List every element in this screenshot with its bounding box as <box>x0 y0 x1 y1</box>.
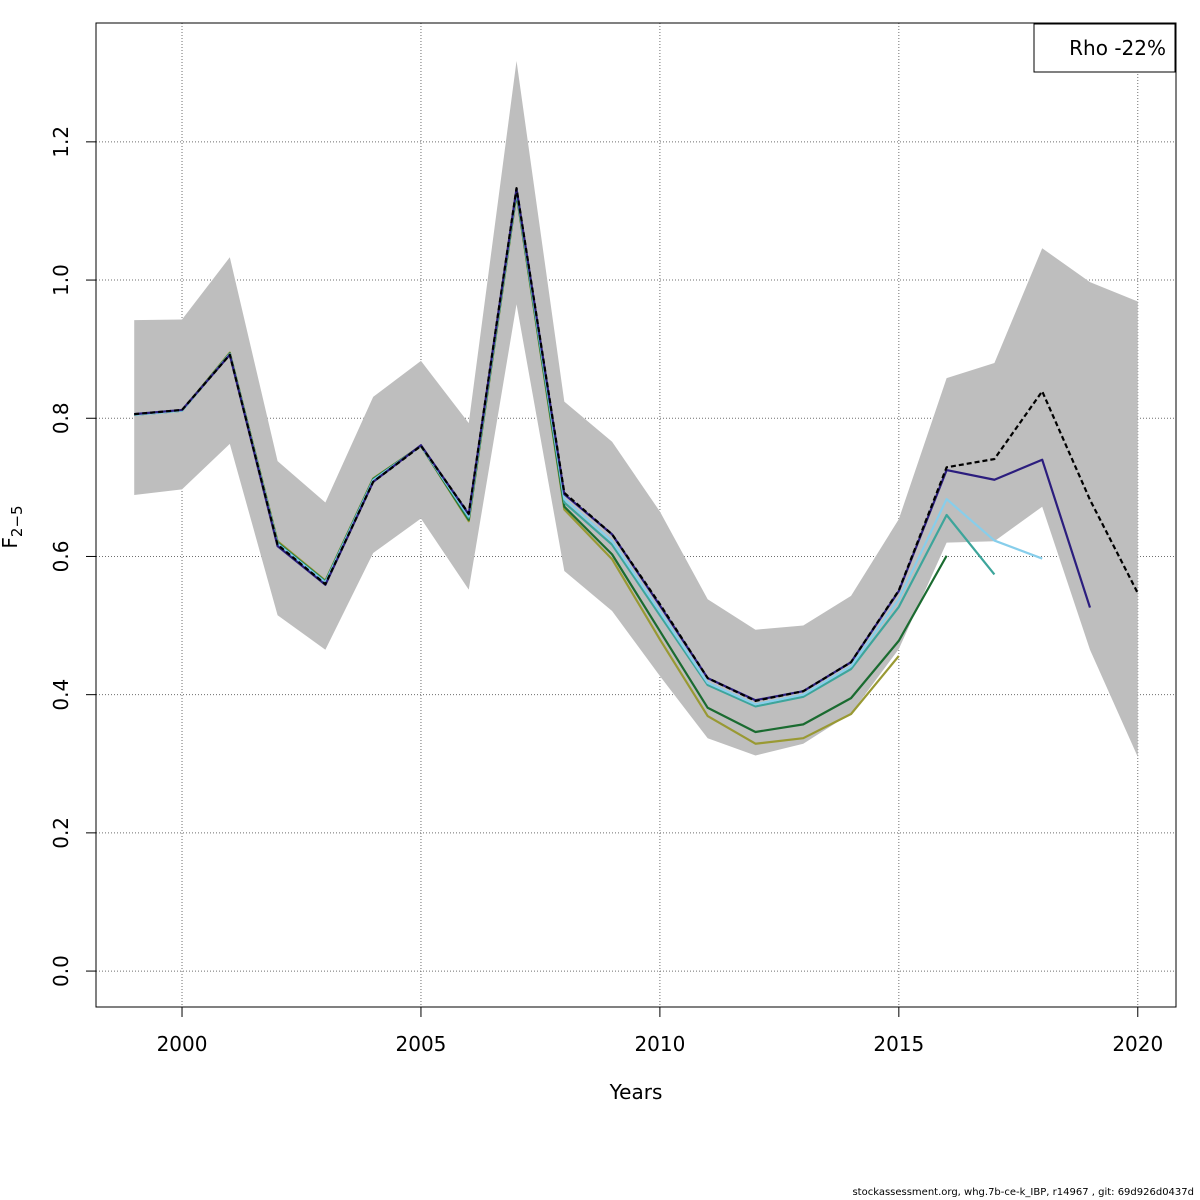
x-tick-label-4: 2020 <box>1112 1032 1163 1056</box>
y-axis-title-main: F <box>0 537 22 549</box>
x-axis-title: Years <box>609 1080 663 1104</box>
confidence-band <box>134 61 1138 757</box>
y-tick-label-6: 1.2 <box>49 126 73 158</box>
series-line-2020 <box>134 187 1139 702</box>
y-tick-label-4: 0.8 <box>49 402 73 434</box>
y-tick-label-5: 1.0 <box>49 264 73 296</box>
y-axis-title: F2−5 <box>0 505 26 548</box>
series-line-2018 <box>134 189 1043 706</box>
series-layer <box>134 187 1139 745</box>
y-axis-title-subscript: 2−5 <box>8 505 26 537</box>
legend: Rho -22% <box>1033 23 1176 73</box>
footer-credit: stockassessment.org, whg.7b-ce-k_IBP, r1… <box>852 1187 1194 1198</box>
y-tick-label-2: 0.4 <box>49 679 73 711</box>
x-tick-label-3: 2015 <box>873 1032 924 1056</box>
y-tick-label-0: 0.0 <box>49 955 73 987</box>
x-tick-label-0: 2000 <box>157 1032 208 1056</box>
legend-label: Rho -22% <box>1069 36 1166 60</box>
y-tick-label-3: 0.6 <box>49 541 73 573</box>
confidence-band-layer <box>134 61 1138 757</box>
legend-box <box>1033 23 1176 73</box>
y-tick-label-1: 0.2 <box>49 817 73 849</box>
y-axis-title-text: F2−5 <box>0 505 26 548</box>
plot-frame <box>95 22 1177 1008</box>
x-tick-label-2: 2010 <box>634 1032 685 1056</box>
axis-layer: 2000 2005 2010 2015 2020 0.0 0.2 0.4 0.6 0.8 1.0 1.… <box>49 126 1163 1056</box>
x-tick-label-1: 2005 <box>396 1032 447 1056</box>
